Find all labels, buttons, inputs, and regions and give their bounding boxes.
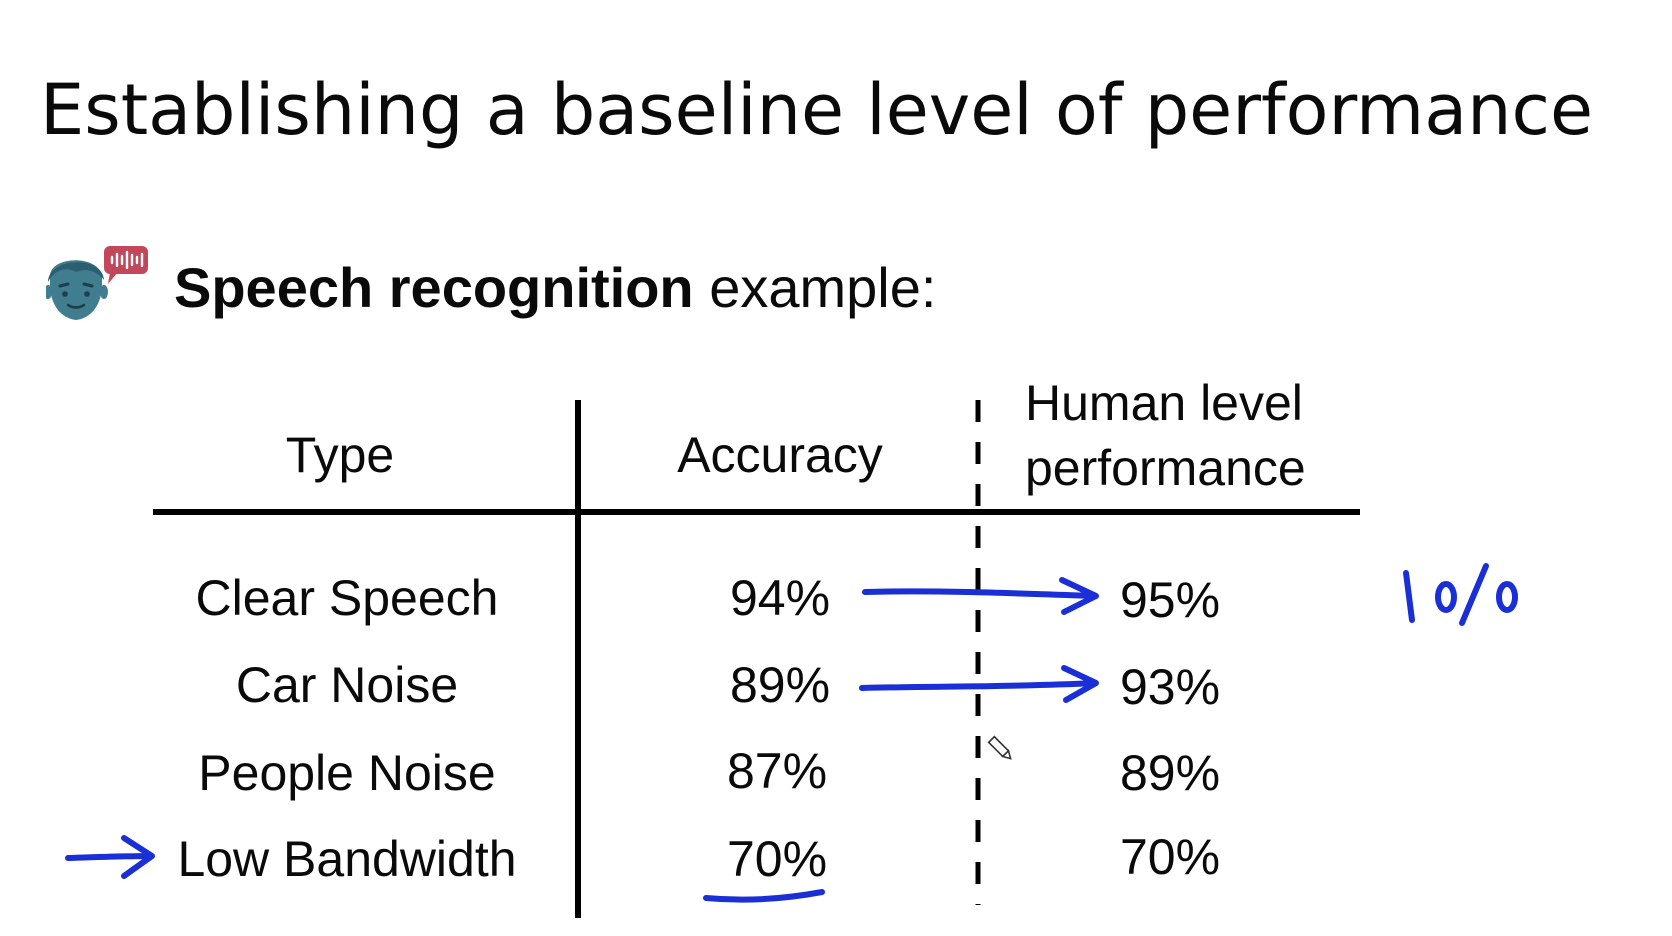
header-type: Type <box>285 427 395 483</box>
header-human-line2: performance <box>1025 440 1306 496</box>
header-accuracy: Accuracy <box>677 427 883 483</box>
row-1-type: Clear Speech <box>195 570 499 626</box>
row-1-human: 95% <box>1119 572 1221 628</box>
row-1-accuracy: 94% <box>729 570 831 626</box>
section-heading-bold: Speech recognition <box>174 256 694 319</box>
section-heading-rest: example: <box>693 256 937 319</box>
slide-title: Establishing a baseline level of perform… <box>40 69 1594 151</box>
row-2-type: Car Noise <box>235 657 459 713</box>
underline-70 <box>703 889 825 903</box>
pencil-cursor-icon <box>987 735 1012 760</box>
row-3-accuracy: 87% <box>726 743 828 799</box>
row-3-human: 89% <box>1119 745 1221 801</box>
row-2-human: 93% <box>1119 659 1221 715</box>
section-heading: Speech recognition example: <box>174 256 936 320</box>
row-4-accuracy: 70% <box>726 831 828 887</box>
row-2-accuracy: 89% <box>729 657 831 713</box>
row-4-human: 70% <box>1119 829 1221 885</box>
arrow-row-1 <box>862 588 1098 599</box>
arrow-row-2 <box>859 680 1098 691</box>
row-3-type: People Noise <box>198 745 496 801</box>
header-human-line1: Human level <box>1025 375 1303 431</box>
person-speaking-icon <box>46 246 148 320</box>
row-4-type: Low Bandwidth <box>177 831 517 887</box>
arrow-low-bandwidth <box>65 853 153 861</box>
arrowhead-low-bandwidth <box>121 835 155 879</box>
